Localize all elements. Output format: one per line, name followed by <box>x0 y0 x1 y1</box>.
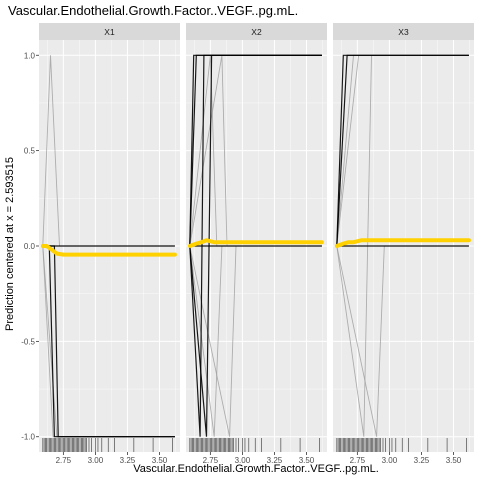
y-tick-label: 1.0 <box>24 51 36 60</box>
x-tick-label: 3.25 <box>414 456 430 465</box>
x-tick-label: 2.75 <box>56 456 72 465</box>
facet-strip-label: X2 <box>251 27 262 37</box>
x-tick-label: 3.50 <box>446 456 462 465</box>
chart-title: Vascular.Endothelial.Growth.Factor..VEGF… <box>8 3 298 18</box>
facet-panels: -1.0 -0.5 0.0 0.5 1.0 X1 2.75 3.00 3.25 3.50 X2 2.7… <box>21 23 474 465</box>
ice-line <box>336 54 469 247</box>
facet-strip <box>186 23 327 40</box>
x-tick-label: 3.25 <box>267 456 283 465</box>
y-tick-label: -1.0 <box>21 433 35 442</box>
facet-panel-x3: X3 2.75 3.00 3.25 3.50 <box>333 23 474 465</box>
pdp-line <box>40 244 177 257</box>
x-tick-label: 3.00 <box>235 456 251 465</box>
x-axis-title: Vascular.Endothelial.Growth.Factor..VEGF… <box>133 463 379 475</box>
facet-panel-x2: X2 2.75 3.00 3.25 3.50 <box>186 23 327 465</box>
x-tick-label: 2.75 <box>203 456 219 465</box>
pdp-line <box>187 238 324 248</box>
y-axis-title: Prediction centered at x = 2.593515 <box>4 157 16 331</box>
y-tick-label: 0.0 <box>24 242 36 251</box>
y-tick-label: -0.5 <box>21 337 35 346</box>
x-tick-label: 3.25 <box>120 456 136 465</box>
x-tick-label: 2.75 <box>350 456 366 465</box>
facet-strip-label: X3 <box>398 27 409 37</box>
x-tick-label: 3.50 <box>152 456 168 465</box>
facet-strip-label: X1 <box>104 27 115 37</box>
x-tick-label: 3.00 <box>382 456 398 465</box>
facet-strip <box>333 23 474 40</box>
x-tick-label: 3.50 <box>299 456 315 465</box>
pdp-line <box>334 238 471 248</box>
facet-panel-x1: X1 2.75 3.00 3.25 3.50 <box>39 23 180 465</box>
x-tick-label: 3.00 <box>88 456 104 465</box>
y-tick-label: 0.5 <box>24 147 36 156</box>
facet-strip <box>39 23 180 40</box>
